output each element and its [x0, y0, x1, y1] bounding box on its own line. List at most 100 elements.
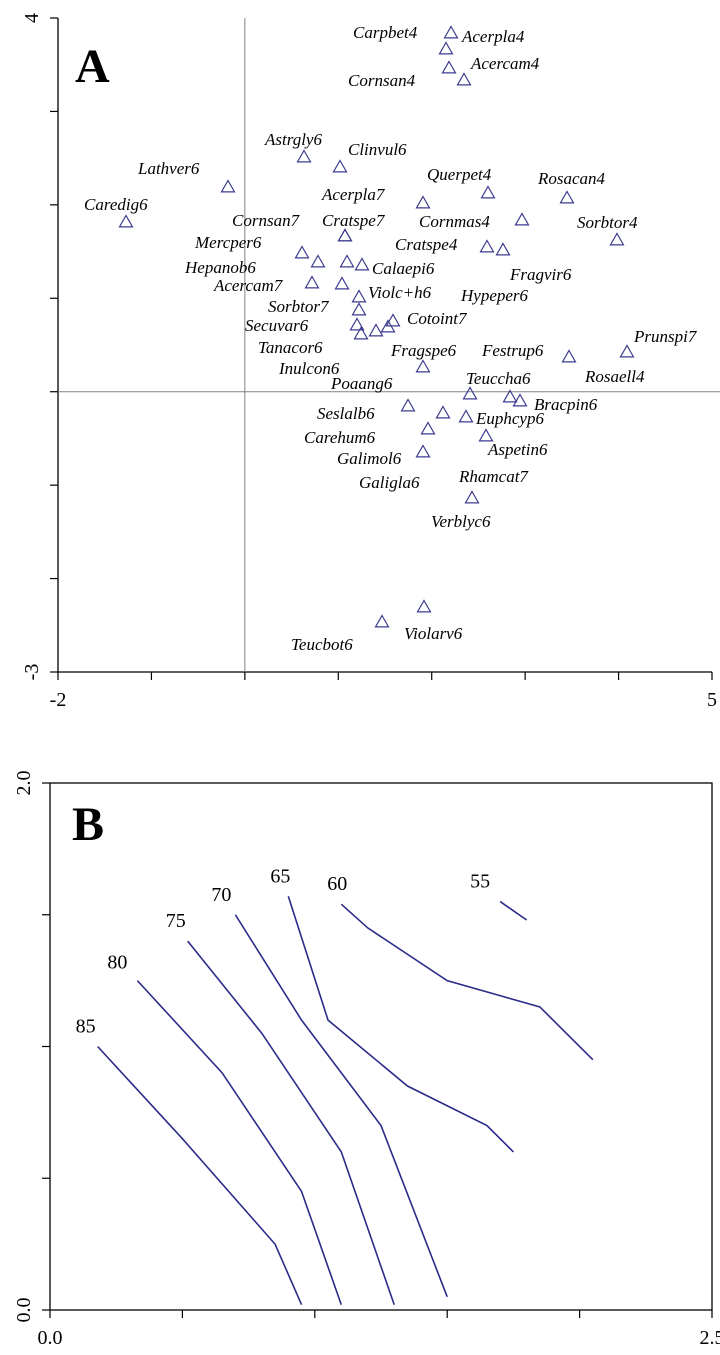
point-label: Caredig6 — [84, 195, 148, 214]
point-label: Querpet4 — [427, 165, 492, 184]
contour-label: 80 — [107, 952, 127, 974]
scatter-point — [354, 257, 370, 271]
scatter-point — [561, 349, 577, 363]
scatter-point — [435, 405, 451, 419]
point-label: Hypeper6 — [460, 286, 529, 305]
scatter-point — [464, 490, 480, 504]
point-label: Secuvar6 — [245, 316, 309, 335]
scatter-point — [349, 317, 365, 331]
scatter-point — [514, 212, 530, 226]
point-label: Carpbet4 — [353, 23, 418, 42]
point-label: Acerpla7 — [321, 185, 386, 204]
scatter-point — [385, 313, 401, 327]
scatter-point — [502, 389, 518, 403]
point-label: Galimol6 — [337, 449, 402, 468]
contour-label: 85 — [76, 1016, 96, 1038]
point-label: Poaang6 — [330, 374, 393, 393]
point-label: Acercam4 — [470, 54, 540, 73]
panel-b-label: B — [72, 798, 104, 851]
scatter-point — [478, 428, 494, 442]
contour-line — [287, 896, 514, 1153]
point-label: Cratspe7 — [322, 211, 386, 230]
scatter-point — [458, 409, 474, 423]
point-label: Teuccha6 — [466, 369, 531, 388]
scatter-point — [380, 319, 396, 333]
point-label: Bracpin6 — [534, 395, 598, 414]
point-label: Verblyc6 — [431, 512, 491, 531]
scatter-point — [304, 275, 320, 289]
panel-b-x-tick-label: 0.0 — [38, 1327, 63, 1349]
scatter-point — [294, 245, 310, 259]
contour-label: 75 — [166, 910, 186, 932]
point-label: Cratspe4 — [395, 235, 458, 254]
scatter-point — [479, 239, 495, 253]
point-label: Astrgly6 — [264, 130, 322, 149]
panel-b-y-tick-label: 2.0 — [13, 771, 35, 796]
contour-line — [499, 900, 528, 921]
panel-a-y-tick-label: 4 — [21, 13, 43, 23]
scatter-point — [609, 232, 625, 246]
point-label: Rosacan4 — [537, 169, 606, 188]
scatter-point — [512, 393, 528, 407]
point-label: Clinvul6 — [348, 140, 407, 159]
point-label: Acercam7 — [213, 276, 284, 295]
point-label: Cornsan4 — [348, 71, 416, 90]
contour-line — [97, 1045, 303, 1306]
contour-label: 60 — [327, 873, 347, 895]
point-label: Galigla6 — [359, 473, 420, 492]
point-label: Cornmas4 — [419, 212, 490, 231]
scatter-point — [619, 344, 635, 358]
scatter-point — [118, 214, 134, 228]
scatter-point — [415, 444, 431, 458]
point-label: Fragspe6 — [390, 341, 457, 360]
panel-b: B 0.0 2.5 2.0 0.0 85 80 75 70 65 60 55 — [13, 771, 720, 1350]
contour-label: 55 — [470, 871, 490, 893]
scatter-point — [480, 185, 496, 199]
scatter-point — [462, 386, 478, 400]
panel-a-label: A — [75, 40, 110, 93]
scatter-point — [438, 41, 454, 55]
point-label: Lathver6 — [137, 159, 200, 178]
scatter-point — [332, 159, 348, 173]
scatter-point — [415, 195, 431, 209]
point-label: Euphcyp6 — [475, 409, 544, 428]
scatter-point — [441, 60, 457, 74]
panel-a-x-tick-label: 5 — [707, 689, 717, 711]
contour-label: 70 — [211, 884, 231, 906]
point-label: Teucbot6 — [291, 635, 353, 654]
point-label: Calaepi6 — [372, 259, 435, 278]
point-label: Rosaell4 — [584, 367, 645, 386]
scatter-point — [351, 289, 367, 303]
contour-line — [187, 940, 395, 1305]
panel-a-y-tick-label: -3 — [21, 664, 43, 681]
contour-line — [136, 980, 343, 1305]
scatter-point — [296, 149, 312, 163]
point-label: Rhamcat7 — [458, 467, 529, 486]
point-label: Prunspi7 — [633, 327, 698, 346]
point-label: Mercper6 — [194, 233, 262, 252]
point-label: Sorbtor7 — [268, 297, 330, 316]
scatter-point — [351, 302, 367, 316]
scatter-point — [374, 614, 390, 628]
scatter-point — [220, 179, 236, 193]
point-label: Seslalb6 — [317, 404, 375, 423]
scatter-point — [416, 599, 432, 613]
scatter-point — [368, 323, 384, 337]
point-label: Cornsan7 — [232, 211, 301, 230]
panel-b-y-tick-label: 0.0 — [13, 1298, 35, 1323]
scatter-point — [353, 326, 369, 340]
scatter-point — [337, 228, 353, 242]
scatter-point — [415, 359, 431, 373]
scatter-point — [310, 254, 326, 268]
scatter-point — [337, 228, 353, 242]
panel-a: A -2 5 4 -3 Carpbet4 Acerpla4 Acercam4 Cornsan4… — [21, 13, 720, 711]
scatter-point — [400, 398, 416, 412]
point-label: Acerpla4 — [461, 27, 525, 46]
scatter-point — [456, 72, 472, 86]
contour-line — [340, 903, 594, 1061]
scatter-point — [495, 242, 511, 256]
point-label: Violarv6 — [404, 624, 463, 643]
panel-b-x-tick-label: 2.5 — [700, 1327, 720, 1349]
contour-label: 65 — [270, 865, 290, 887]
